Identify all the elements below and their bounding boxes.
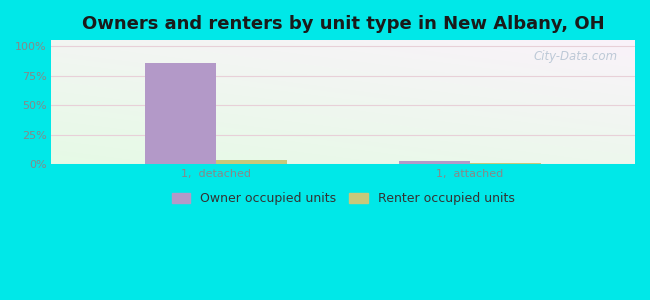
Title: Owners and renters by unit type in New Albany, OH: Owners and renters by unit type in New A… — [82, 15, 604, 33]
Bar — [146, 63, 216, 164]
Legend: Owner occupied units, Renter occupied units: Owner occupied units, Renter occupied un… — [167, 187, 520, 210]
Bar — [470, 163, 541, 164]
Bar — [216, 160, 287, 164]
Text: City-Data.com: City-Data.com — [534, 50, 618, 63]
Bar — [399, 161, 470, 164]
